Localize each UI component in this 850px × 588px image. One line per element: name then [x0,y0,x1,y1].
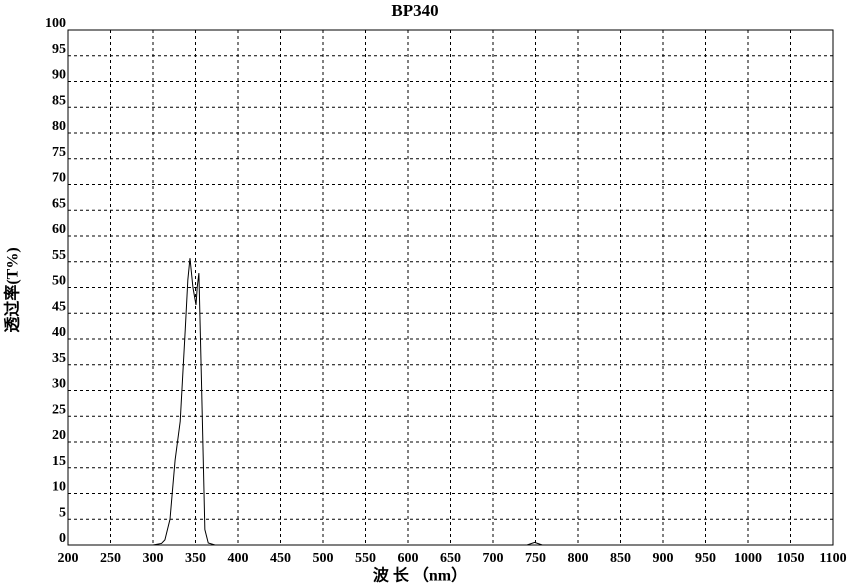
x-tick-label: 600 [398,551,419,566]
y-tick-label: 5 [59,505,66,520]
x-tick-label: 400 [228,551,249,566]
x-tick-label: 950 [695,551,716,566]
y-tick-label: 90 [52,68,66,83]
y-tick-label: 95 [52,42,66,57]
x-tick-label: 450 [270,551,291,566]
x-tick-label: 650 [440,551,461,566]
y-tick-label: 50 [52,274,66,289]
y-tick-label: 40 [52,325,66,340]
y-tick-label: 10 [52,480,66,495]
chart-title: BP340 [391,1,438,20]
x-tick-label: 1050 [777,551,805,566]
y-tick-label: 20 [52,428,66,443]
x-tick-label: 700 [483,551,504,566]
y-tick-label: 60 [52,222,66,237]
x-tick-label: 900 [653,551,674,566]
x-tick-label: 1000 [734,551,762,566]
x-tick-label: 550 [355,551,376,566]
x-axis-label: 波 长 （nm） [373,566,467,585]
y-tick-label: 75 [52,145,66,160]
y-tick-label: 45 [52,299,66,314]
y-tick-label: 25 [52,402,66,417]
y-tick-label: 80 [52,119,66,134]
y-tick-label: 30 [52,377,66,392]
x-tick-label: 800 [568,551,589,566]
y-tick-label: 55 [52,248,66,263]
y-tick-label: 100 [45,16,66,31]
x-tick-label: 750 [525,551,546,566]
y-tick-label: 65 [52,196,66,211]
x-tick-label: 300 [143,551,164,566]
x-tick-label: 1100 [819,551,846,566]
y-tick-label: 0 [59,531,66,546]
x-tick-label: 250 [100,551,121,566]
y-tick-label: 15 [52,454,66,469]
x-tick-label: 350 [185,551,206,566]
y-tick-label: 35 [52,351,66,366]
x-tick-label: 200 [58,551,79,566]
x-tick-label: 850 [610,551,631,566]
data-line [68,258,578,546]
y-tick-label: 70 [52,171,66,186]
y-axis-label: 透过率(T%) [3,247,22,332]
x-tick-label: 500 [313,551,334,566]
y-tick-label: 85 [52,93,66,108]
